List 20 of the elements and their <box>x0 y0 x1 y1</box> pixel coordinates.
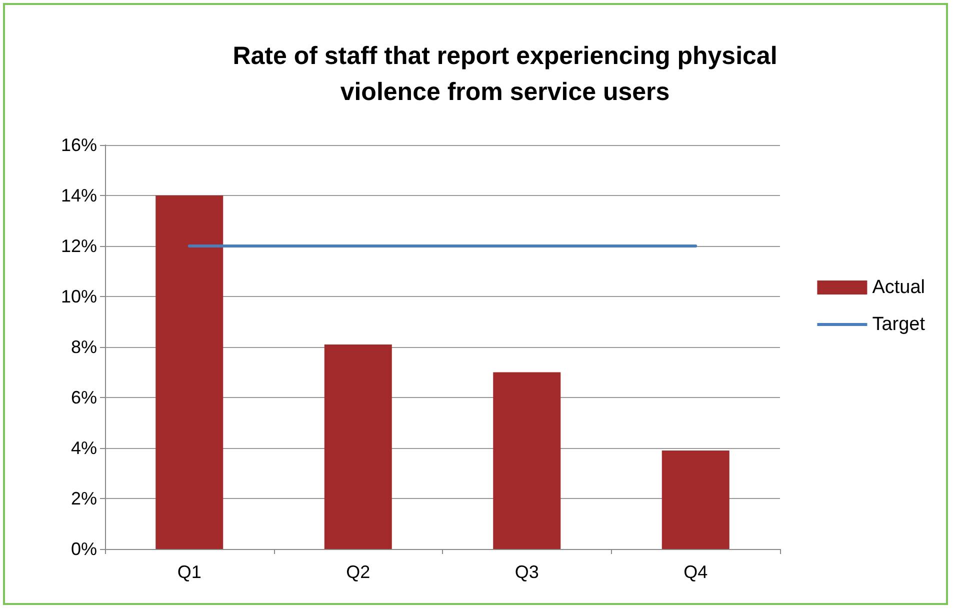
chart-title: Rate of staff that report experiencing physical violence from service users <box>232 42 778 106</box>
x-tick-label: Q3 <box>514 562 539 582</box>
y-tick-label: 16% <box>60 135 97 155</box>
bar <box>662 450 730 549</box>
y-tick-label: 14% <box>60 186 97 206</box>
y-tick-label: 0% <box>70 539 97 559</box>
y-tick-label: 12% <box>60 236 97 256</box>
y-tick-label: 2% <box>70 488 97 508</box>
y-tick-label: 10% <box>60 286 97 306</box>
bar <box>156 196 224 549</box>
bar <box>324 344 392 549</box>
x-tick-label: Q1 <box>177 562 202 582</box>
x-tick-label: Q2 <box>346 562 370 582</box>
legend-label: Actual <box>872 277 926 298</box>
x-tick-label: Q4 <box>684 562 708 582</box>
bar <box>493 372 561 549</box>
y-tick-label: 6% <box>70 388 97 408</box>
y-tick-label: 8% <box>70 337 97 357</box>
legend-label: Target <box>872 314 926 335</box>
y-tick-label: 4% <box>70 438 97 458</box>
